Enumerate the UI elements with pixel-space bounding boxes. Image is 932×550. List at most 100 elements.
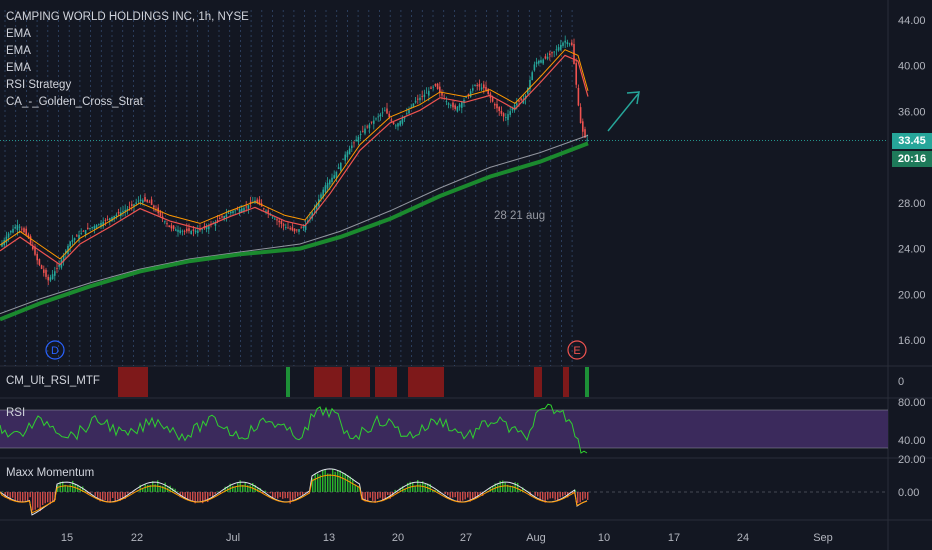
momentum-bar [294,492,296,499]
momentum-bar [19,492,21,503]
candle-body [175,229,177,231]
candle-body [520,98,522,101]
momentum-bar [277,492,279,499]
candle-body [238,209,241,214]
momentum-bar [254,484,256,492]
momentum-bar [199,492,201,502]
momentum-bar [464,492,466,500]
indicator-ema-2[interactable]: EMA [6,45,31,57]
symbol-title[interactable]: CAMPING WORLD HOLDINGS INC, 1h, NYSE [6,11,249,23]
momentum-bar [574,489,576,492]
candle-body [263,208,265,210]
candle-body [439,86,441,93]
candle-body [401,118,404,124]
candle-body [447,103,450,105]
candle-body [62,255,65,262]
candle-body [540,60,542,63]
momentum-bar [447,492,449,496]
momentum-bar [242,484,244,492]
candle-body [241,208,243,213]
candle-body [516,103,518,106]
candle-body [434,83,437,86]
candle-body [76,235,78,237]
signal-bar [563,367,569,397]
candle-body [342,158,344,160]
candle-body [533,64,536,71]
candle-body [14,226,16,229]
signal-bar [534,367,542,397]
candle-body [221,216,223,218]
candle-body [315,203,318,210]
momentum-bar [549,492,551,499]
momentum-bar [362,492,364,500]
x-tick-label: 22 [131,532,143,544]
momentum-bar [537,492,539,497]
signal-bar [350,367,370,397]
indicator-ema-1[interactable]: EMA [6,28,31,40]
candle-body [474,85,476,86]
indicator-rsi-strategy[interactable]: RSI Strategy [6,79,72,91]
candle-body [304,224,307,230]
momentum-signal-line [0,474,588,514]
momentum-bar [209,492,211,497]
candle-body [276,219,278,221]
countdown-tag: 20:16 [892,151,932,167]
momentum-bar [12,492,14,498]
candle-body [364,128,366,134]
rsi-line [0,403,588,454]
candle-body [25,228,27,235]
candle-body [436,83,439,90]
momentum-bar [142,487,144,492]
momentum-bar [504,482,506,492]
candle-body [469,91,472,98]
candle-body [366,126,368,128]
candle-body [126,208,129,211]
momentum-bar [69,484,71,492]
momentum-bar [424,483,426,492]
y-tick-label: 40.00 [898,61,926,73]
candle-body [414,100,417,103]
candle-body [454,105,456,109]
candle-body [527,87,529,94]
candle-body [478,84,481,87]
candle-body [293,228,296,232]
candle-body [324,185,327,193]
ema-slow-line [0,141,589,322]
indicator-ema-3[interactable]: EMA [6,62,31,74]
momentum-bar [459,492,461,503]
candle-body [450,105,452,107]
pane-label-cm-rsi[interactable]: CM_Ult_RSI_MTF [6,375,100,387]
momentum-bar [84,491,86,492]
candle-body [370,121,373,123]
momentum-bar [327,473,329,492]
candle-body [265,210,267,212]
candle-body [280,221,283,224]
momentum-bar [322,469,324,492]
candle-body [491,97,494,102]
candle-body [54,271,56,276]
candle-body [390,119,393,121]
candle-body [78,234,80,239]
candle-body [456,106,459,112]
indicator-golden-cross[interactable]: CA_-_Golden_Cross_Strat [6,96,143,108]
momentum-bar [534,492,536,496]
momentum-bar [114,492,116,503]
momentum-bar [164,482,166,492]
candle-body [353,142,355,144]
candle-body [282,224,285,226]
momentum-bar [507,484,509,492]
candle-body [348,148,351,155]
candle-body [73,238,76,241]
pane-label-rsi[interactable]: RSI [6,407,26,419]
momentum-bar [394,489,396,492]
momentum-bar [372,492,374,501]
candle-body [408,110,410,114]
candle-body [359,134,362,136]
last-price-tag: 33.45 [892,133,932,149]
candle-body [529,80,531,90]
pane-label-maxx-momentum[interactable]: Maxx Momentum [6,467,95,479]
candle-body [571,42,573,46]
candle-body [100,222,102,227]
y-tick-label: 36.00 [898,106,926,118]
